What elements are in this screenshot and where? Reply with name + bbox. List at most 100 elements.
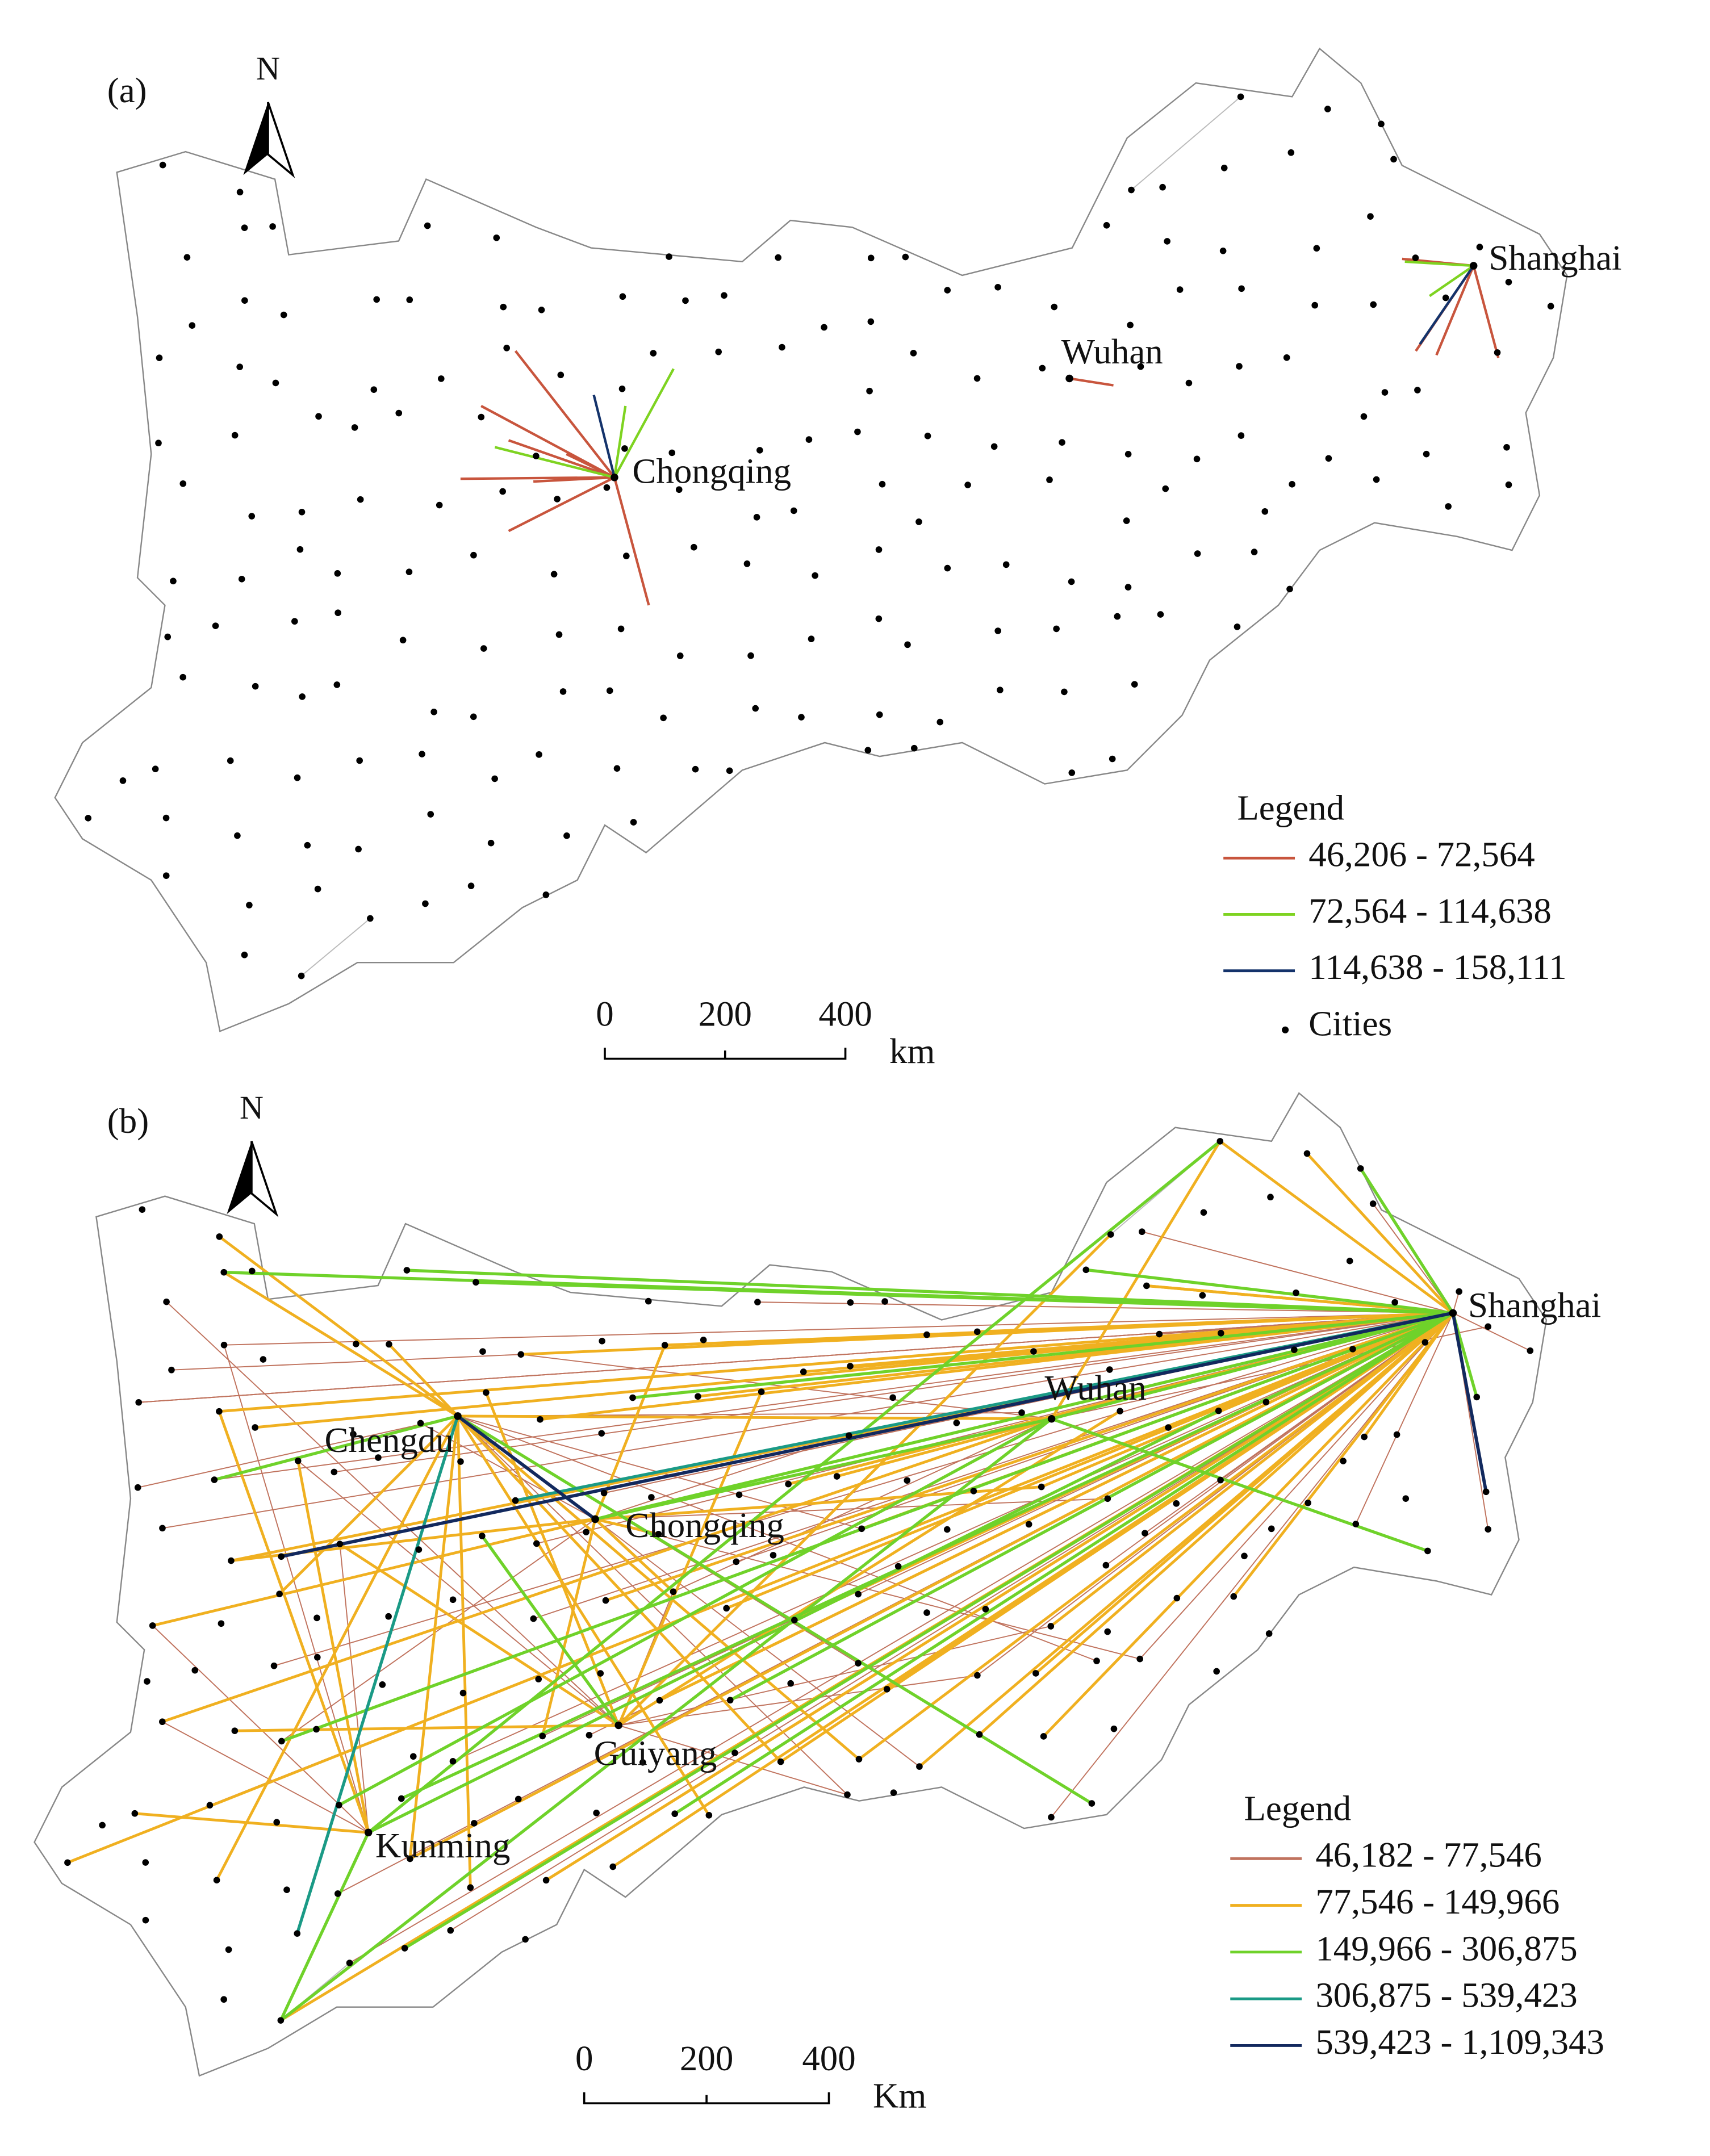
city-dot — [645, 1297, 652, 1305]
city-dot — [1059, 439, 1065, 446]
city-dot — [1325, 455, 1332, 462]
city-dot — [480, 645, 487, 652]
city-dot — [1547, 303, 1554, 310]
flow-line — [1050, 1140, 1222, 1420]
city-dot — [313, 1614, 320, 1622]
city-dot — [944, 564, 951, 572]
city-dot — [1268, 1525, 1275, 1533]
city-dot — [99, 1822, 106, 1829]
city-dot — [609, 1863, 617, 1870]
city-dot — [743, 560, 751, 567]
city-dot — [1123, 517, 1130, 524]
flow-line — [409, 1312, 1454, 1860]
city-dot — [881, 1298, 888, 1305]
city-dot — [142, 1859, 149, 1866]
city-dot — [355, 845, 362, 853]
city-dot — [1267, 1194, 1274, 1201]
city-dot — [1305, 1499, 1311, 1506]
city-dot — [346, 1960, 353, 1966]
city-dot — [277, 2017, 285, 2024]
city-dot — [1370, 301, 1377, 308]
city-dot — [779, 344, 785, 351]
city-dot — [487, 839, 495, 847]
city-dot — [291, 618, 298, 625]
city-dot — [473, 1279, 479, 1286]
flow-line — [408, 1416, 459, 1859]
flow-line — [1359, 1167, 1454, 1314]
flow-line — [618, 1724, 848, 1795]
city-dot — [845, 1432, 852, 1439]
city-dot — [754, 1299, 761, 1305]
city-dot — [1216, 1138, 1224, 1145]
city-dot — [1124, 450, 1132, 458]
flow-line — [674, 1312, 1454, 1815]
city-dot — [619, 293, 626, 300]
city-dot — [1159, 183, 1166, 191]
city-dot — [1241, 1552, 1248, 1560]
city-dot — [406, 296, 413, 303]
city-dot — [623, 552, 630, 559]
legend-label: 149,966 - 306,875 — [1315, 1928, 1577, 1968]
flow-line — [279, 1832, 370, 2021]
city-label: Chengdu — [325, 1420, 454, 1460]
flow-line — [858, 1312, 1454, 1761]
city-dot — [723, 1605, 730, 1612]
city-dot — [191, 1667, 199, 1674]
city-dot — [1445, 503, 1452, 510]
city-dot — [1185, 379, 1193, 387]
city-dot — [675, 486, 683, 493]
flow-line — [521, 1311, 1453, 1356]
city-dot — [131, 1810, 139, 1817]
scale-bar — [604, 1048, 847, 1060]
city-dot — [1283, 354, 1290, 361]
city-dot — [944, 287, 951, 294]
city-dot — [1378, 120, 1385, 128]
city-dot — [890, 1789, 897, 1796]
city-dot — [278, 1738, 285, 1745]
city-dot — [367, 915, 374, 922]
city-dot — [334, 1890, 341, 1897]
city-dot — [1527, 1347, 1534, 1354]
city-dot — [479, 1533, 486, 1539]
scale-label: 400 — [818, 994, 872, 1033]
city-dot — [668, 449, 676, 457]
city-dot — [299, 693, 306, 700]
flow-line — [592, 395, 616, 478]
scale-label: 400 — [802, 2038, 855, 2078]
city-dot — [269, 223, 276, 230]
city-dot — [1421, 1339, 1429, 1346]
hub-dot — [454, 1412, 462, 1420]
legend-title: Legend — [1244, 1788, 1351, 1828]
city-dot — [867, 254, 875, 262]
city-dot — [800, 1368, 807, 1375]
city-dot — [1002, 561, 1010, 568]
city-dot — [1381, 389, 1389, 396]
city-dot — [599, 1337, 605, 1345]
city-dot — [1423, 450, 1430, 458]
flow-line — [1051, 1311, 1454, 1421]
city-dot — [1193, 455, 1201, 463]
city-dot — [1352, 1521, 1360, 1527]
city-dot — [470, 713, 477, 721]
flow-line — [339, 1544, 369, 1833]
flow-line — [1051, 1417, 1428, 1552]
scale-label: 200 — [699, 994, 752, 1033]
flow-line — [162, 1312, 1453, 1529]
city-dot — [656, 1697, 663, 1704]
city-dot — [676, 652, 684, 659]
city-dot — [335, 609, 341, 617]
flow-line — [1051, 1312, 1454, 1818]
city-dot — [403, 1267, 411, 1274]
scale-label: 0 — [575, 2038, 593, 2078]
city-dot — [1251, 549, 1258, 555]
city-dot — [64, 1859, 71, 1866]
city-dot — [1373, 476, 1380, 483]
flow-line — [757, 1301, 1453, 1314]
city-dot — [1032, 1670, 1039, 1677]
city-dot — [1117, 1408, 1123, 1414]
city-dot — [1390, 156, 1397, 163]
city-dot — [555, 631, 563, 638]
city-dot — [1237, 432, 1245, 439]
flow-line — [613, 368, 675, 478]
city-dot — [721, 292, 728, 299]
